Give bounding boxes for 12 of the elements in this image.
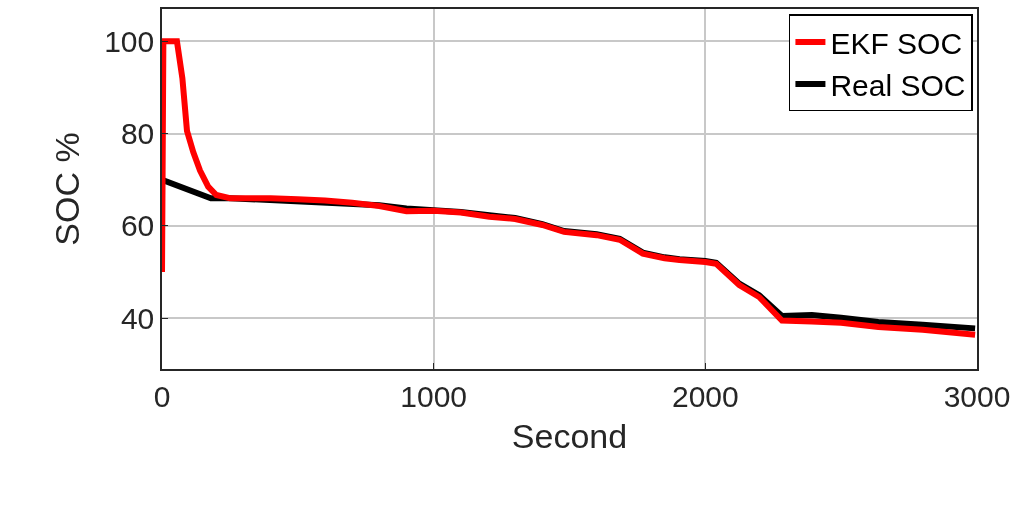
legend-label: Real SOC	[830, 68, 966, 102]
x-tick-label: 2000	[671, 379, 739, 413]
y-tick-label: 60	[120, 209, 155, 243]
y-tick-label: 80	[120, 117, 155, 151]
x-tick-label: 1000	[400, 379, 468, 413]
y-tick-label: 40	[120, 301, 155, 335]
y-axis-title: SOC %	[48, 132, 87, 246]
x-axis-title: Second	[511, 416, 628, 455]
y-tick-label: 100	[104, 24, 155, 58]
legend-label: EKF SOC	[830, 26, 963, 60]
x-tick-label: 3000	[943, 379, 1011, 413]
x-tick-label: 0	[153, 379, 171, 413]
